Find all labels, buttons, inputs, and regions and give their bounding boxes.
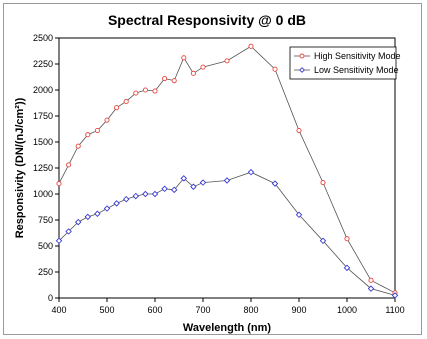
series-2-point (132, 192, 140, 200)
series-1-point (94, 128, 100, 134)
series-2-point (190, 183, 197, 190)
series-1-point (114, 105, 120, 111)
series-1-point (181, 55, 187, 61)
x-tick-label: 500 (99, 305, 114, 315)
series-2-point (122, 195, 130, 203)
y-tick-label: 1750 (33, 111, 53, 121)
series-layer (55, 43, 399, 299)
series-2-point (367, 285, 375, 292)
series-2-point (74, 218, 82, 226)
x-tick-label: 700 (195, 305, 210, 315)
axes-layer: 0 250 500 750 1000 1250 1500 1750 2000 2250 2500 40… (33, 33, 405, 315)
y-tick-label: 1250 (33, 163, 53, 173)
series-1-point (171, 78, 177, 84)
y-tick-label: 250 (38, 267, 53, 277)
series-1-point (123, 98, 129, 104)
y-tick-label: 2500 (33, 33, 53, 43)
series-2-point (343, 264, 351, 272)
series-2-point (180, 175, 188, 182)
series-1-point (248, 43, 254, 49)
x-tick-label: 1000 (337, 305, 357, 315)
series-1-point (296, 128, 302, 134)
y-tick-label: 1000 (33, 189, 53, 199)
series-1-point (162, 76, 168, 82)
series-2-point (170, 186, 178, 194)
series-2-point (271, 180, 279, 187)
series-1-point (200, 64, 206, 70)
series-1-point (142, 87, 148, 93)
series-1-point (272, 66, 278, 72)
series-1-point (152, 88, 158, 94)
series-2-point (65, 228, 72, 235)
legend-marker-2 (299, 67, 305, 73)
x-tick-label: 800 (243, 305, 258, 315)
series-1-point (85, 132, 91, 138)
y-tick-label: 750 (38, 215, 53, 225)
legend-label-2: Low Sensitivity Mode (314, 65, 399, 75)
x-tick-label: 600 (147, 305, 162, 315)
series-2-point (84, 213, 92, 221)
x-tick-label: 1100 (385, 305, 404, 315)
chart-frame: Spectral Responsivity @ 0 dB 0 250 500 750 1… (3, 3, 422, 335)
series-1-point (133, 90, 139, 96)
series-1-point (56, 181, 62, 187)
legend-items: High Sensitivity Mode Low Sensitivity Mod… (294, 51, 401, 75)
series-2-point (142, 190, 149, 198)
series-2-point (113, 200, 120, 207)
series-1-point (344, 236, 350, 242)
series-1-point (75, 143, 81, 149)
y-tick-label: 500 (38, 241, 53, 251)
legend-box (289, 46, 397, 80)
series-1-point (104, 117, 110, 123)
series-2-point (319, 237, 327, 245)
legend-marker-1 (299, 53, 305, 59)
x-tick-label: 900 (291, 305, 306, 315)
series-2-point (247, 168, 255, 176)
series-1-point (66, 162, 72, 168)
y-tick-label: 2000 (33, 85, 53, 95)
plot-area (58, 37, 396, 299)
series-2-point (103, 205, 111, 212)
series-1-point (368, 277, 374, 283)
x-tick-label: 400 (51, 305, 66, 315)
series-2-point (223, 177, 231, 184)
series-2-point (94, 210, 101, 217)
series-1-point (320, 180, 326, 186)
series-1-point (190, 70, 196, 76)
series-2-point (161, 185, 168, 193)
y-tick-label: 2250 (33, 59, 53, 69)
series-2-point (151, 190, 159, 198)
series-1-point (224, 58, 230, 64)
legend: High Sensitivity Mode Low Sensitivity Mod… (289, 46, 401, 80)
y-axis-title: Responsivity (DN/(nJ/cm²)) (14, 97, 26, 238)
series-2-point (295, 211, 303, 219)
y-tick-label: 1500 (33, 137, 53, 147)
series-2-point (55, 237, 63, 245)
legend-label-1: High Sensitivity Mode (314, 51, 401, 61)
series-2-point (199, 179, 207, 186)
y-tick-label: 0 (48, 293, 53, 303)
x-axis-title: Wavelength (nm) (183, 322, 272, 334)
spectral-responsivity-chart: Spectral Responsivity @ 0 dB 0 250 500 750 1… (14, 12, 405, 334)
chart-title: Spectral Responsivity @ 0 dB (108, 12, 306, 28)
series-2-point (391, 292, 399, 299)
